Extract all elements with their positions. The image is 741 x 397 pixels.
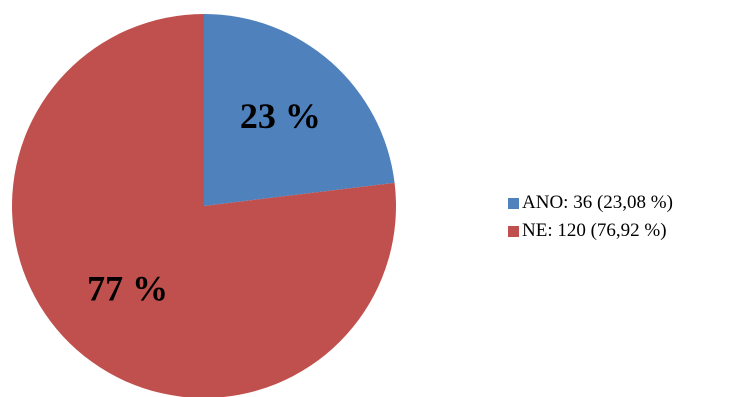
pie-slice-label-ne: 77 % <box>87 268 168 308</box>
pie-slice-label-ano: 23 % <box>240 96 321 136</box>
pie-slices <box>12 14 396 397</box>
pie-slice-labels: 23 % 77 % <box>87 96 321 308</box>
legend-item-ne: NE: 120 (76,92 %) <box>508 217 738 245</box>
chart-legend: ANO: 36 (23,08 %) NE: 120 (76,92 %) <box>508 189 738 245</box>
pie-slice-ano <box>204 14 395 206</box>
pie-slice-ne <box>12 14 396 397</box>
legend-item-ano: ANO: 36 (23,08 %) <box>508 189 738 217</box>
legend-label-ano: ANO: 36 (23,08 %) <box>522 192 673 213</box>
legend-swatch-ano <box>508 197 519 209</box>
legend-label-ne: NE: 120 (76,92 %) <box>522 220 667 241</box>
legend-swatch-ne <box>508 225 519 237</box>
